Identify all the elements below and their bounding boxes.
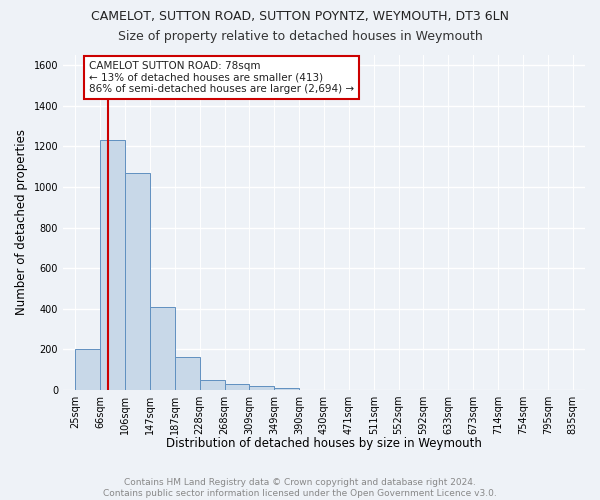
Bar (200, 380, 224, 390)
Text: CAMELOT SUTTON ROAD: 78sqm
← 13% of detached houses are smaller (413)
86% of sem: CAMELOT SUTTON ROAD: 78sqm ← 13% of deta… (89, 61, 354, 94)
Bar (125, 173, 150, 390)
Text: Size of property relative to detached houses in Weymouth: Size of property relative to detached ho… (118, 30, 482, 43)
Bar (250, 386, 274, 390)
Bar (274, 388, 299, 390)
Y-axis label: Number of detached properties: Number of detached properties (15, 130, 28, 316)
Text: CAMELOT, SUTTON ROAD, SUTTON POYNTZ, WEYMOUTH, DT3 6LN: CAMELOT, SUTTON ROAD, SUTTON POYNTZ, WEY… (91, 10, 509, 23)
Bar (175, 357, 200, 390)
X-axis label: Distribution of detached houses by size in Weymouth: Distribution of detached houses by size … (166, 437, 482, 450)
Bar (76, 348, 100, 390)
Bar (224, 384, 250, 390)
Bar (100, 140, 125, 390)
Text: Contains HM Land Registry data © Crown copyright and database right 2024.
Contai: Contains HM Land Registry data © Crown c… (103, 478, 497, 498)
Bar (150, 306, 175, 390)
